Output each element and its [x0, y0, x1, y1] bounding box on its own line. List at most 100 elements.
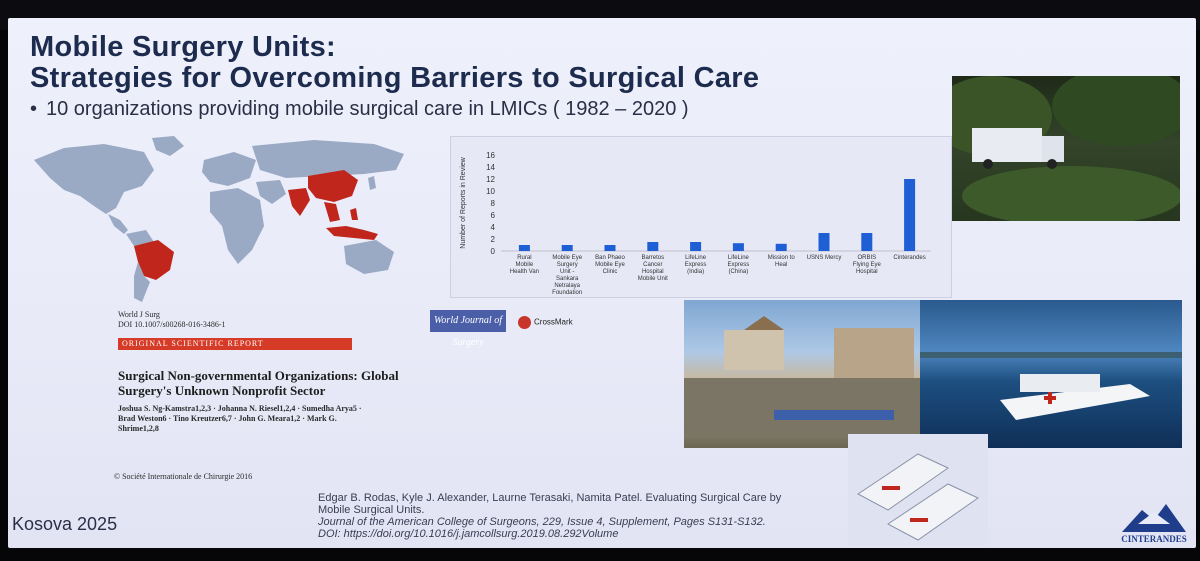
bar [775, 243, 787, 251]
title-line-2: Strategies for Overcoming Barriers to Su… [30, 62, 760, 94]
map-indonesia [326, 226, 378, 240]
paper-authors: Joshua S. Ng-Kamstra1,2,3 · Johanna N. R… [118, 404, 362, 433]
journal-doi: DOI 10.1007/s00268-016-3486-1 [118, 320, 226, 329]
map-india [288, 188, 310, 216]
citation-doi: DOI: https://doi.org/10.1016/j.jamcollsu… [318, 528, 619, 540]
map-japan [368, 176, 376, 190]
truck-wheel-front [1047, 159, 1057, 169]
paper-title: Surgical Non-governmental Organizations:… [118, 368, 399, 398]
y-tick-label: 14 [486, 163, 495, 172]
category-label: Barretos Cancer Hospital Mobile Unit [638, 255, 668, 282]
hospital-ship-hull [1000, 384, 1150, 420]
paper-copyright: © Société Internationale de Chirurgie 20… [114, 472, 253, 481]
bus-stripe-1 [882, 486, 900, 490]
station-building-left [724, 330, 784, 370]
foliage-3 [962, 166, 1180, 221]
train [774, 410, 894, 420]
citation: Edgar B. Rodas, Kyle J. Alexander, Laurn… [318, 492, 788, 540]
y-tick-label: 6 [491, 211, 496, 220]
bus-render [857, 453, 979, 541]
mountain-logo-icon [1122, 504, 1186, 532]
map-africa [210, 188, 264, 264]
citation-authors: Edgar B. Rodas, Kyle J. Alexander, Laurn… [318, 492, 782, 516]
mobile-unit-jungle-photo [952, 76, 1180, 221]
truck-wheel-rear [983, 159, 993, 169]
horizon-land [920, 352, 1182, 358]
map-greenland [152, 136, 184, 156]
category-label: Cinterandes [893, 255, 925, 261]
mountain-snow [1138, 512, 1170, 524]
paper-excerpt: World J Surg DOI 10.1007/s00268-016-3486… [118, 310, 573, 433]
y-tick-label: 2 [491, 235, 496, 244]
map-russia-asia [252, 140, 404, 178]
map-southeast-asia [324, 202, 340, 222]
bar [647, 242, 659, 251]
y-tick-label: 8 [491, 199, 496, 208]
foliage-2 [1052, 76, 1180, 146]
crossmark-icon [518, 316, 531, 329]
world-map [34, 136, 404, 302]
bullet-icon: • [30, 98, 38, 120]
ship-scene [920, 352, 1182, 420]
logo-text: CINTERANDES [1121, 534, 1187, 544]
bullet-point: • 10 organizations providing mobile surgi… [30, 98, 689, 121]
mobile-unit-3d-render [848, 434, 988, 546]
report-type-bar: ORIGINAL SCIENTIFIC REPORT [118, 338, 352, 350]
mobile-truck-body [972, 128, 1042, 162]
y-axis-label: Number of Reports in Review [460, 156, 467, 248]
bar [904, 179, 916, 251]
y-tick-label: 10 [486, 187, 495, 196]
title-line-1: Mobile Surgery Units: [30, 31, 336, 63]
journal-name: World J Surg [118, 310, 160, 319]
y-tick-label: 16 [486, 151, 495, 160]
bar [690, 242, 702, 251]
bar [561, 245, 573, 251]
presentation-slide: Mobile Surgery Units: Strategies for Ove… [8, 18, 1196, 548]
ship-superstructure [1020, 374, 1100, 392]
y-tick-label: 4 [491, 223, 496, 232]
map-south-america-south [134, 262, 150, 302]
hospital-ship-photo [920, 300, 1182, 448]
map-south-america-north [126, 230, 154, 246]
bar-chart: Number of Reports in Review 0 2 4 6 8 10 12 14 16… [450, 136, 952, 298]
slide-title: Mobile Surgery Units: Strategies for Ove… [30, 32, 759, 94]
station-building-right [834, 328, 914, 378]
category-label: Ban Phaeo Mobile Eye Clinic [595, 255, 625, 275]
bus-unit-2 [887, 483, 979, 541]
y-tick-label: 0 [491, 247, 496, 256]
mobile-truck-cab [1042, 136, 1064, 162]
citation-journal: Journal of the American College of Surge… [318, 516, 766, 528]
bar [732, 243, 744, 251]
category-label: USNS Mercy [807, 255, 842, 261]
station-roof [744, 316, 784, 330]
map-australia [344, 240, 394, 274]
mountain-shape [1122, 504, 1186, 532]
map-china [308, 170, 358, 202]
journal-meta: World J Surg DOI 10.1007/s00268-016-3486… [118, 310, 538, 330]
bar [604, 245, 616, 251]
cinterandes-logo: CINTERANDES [1118, 494, 1190, 544]
red-cross-horizontal [1044, 396, 1056, 400]
map-europe [202, 152, 256, 186]
map-central-america [108, 214, 128, 234]
station-scene [684, 316, 920, 438]
category-label: Mobile Eye Surgery Unit -Sankara Netralaya F… [552, 255, 583, 296]
footer-location: Kosova 2025 [12, 514, 118, 534]
category-label: Mission to Heal [768, 255, 796, 268]
category-label: ORBIS Flying Eye Hospital [853, 255, 882, 275]
bullet-text: 10 organizations providing mobile surgic… [46, 98, 689, 120]
y-tick-label: 12 [486, 175, 495, 184]
map-north-america [34, 144, 154, 214]
bar [818, 233, 830, 251]
bar-chart-svg: Number of Reports in Review 0 2 4 6 8 10 12 14 16… [460, 151, 931, 296]
map-philippines [350, 208, 358, 220]
category-label: LifeLine Express (China) [728, 255, 750, 275]
rail-yard [684, 378, 920, 438]
bar [861, 233, 873, 251]
bus-unit-1 [857, 453, 949, 511]
journal-logo: World Journal of Surgery [430, 310, 506, 348]
category-label: Rural Mobile Health Van [510, 255, 539, 275]
map-middle-east [256, 180, 286, 204]
category-label: LifeLine Express (India) [685, 255, 707, 275]
jungle-scene [952, 76, 1180, 221]
